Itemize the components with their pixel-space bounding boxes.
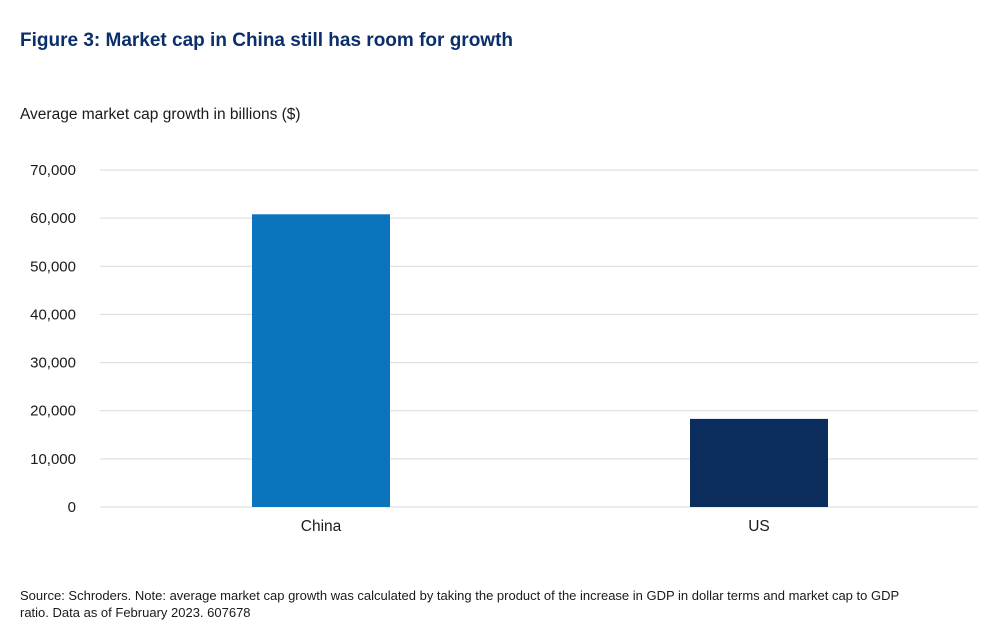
source-note: Source: Schroders. Note: average market …: [20, 588, 899, 620]
y-tick-label: 10,000: [30, 451, 76, 468]
bar-chart: 0 10,000 20,000 30,000 40,000 50,000 60,000 70,…: [30, 162, 978, 535]
gridlines: [100, 169, 978, 508]
y-tick-label: 40,000: [30, 306, 76, 323]
bars: [252, 214, 828, 507]
y-tick-labels: 0 10,000 20,000 30,000 40,000 50,000 60,000 70,…: [30, 162, 76, 516]
x-tick-label: US: [748, 518, 770, 535]
chart-title: Figure 3: Market cap in China still has …: [20, 30, 514, 51]
y-tick-label: 30,000: [30, 355, 76, 372]
y-tick-label: 0: [68, 499, 76, 516]
y-tick-label: 70,000: [30, 162, 76, 179]
y-tick-label: 50,000: [30, 258, 76, 275]
x-tick-labels: China US: [301, 518, 770, 535]
y-axis-label: Average market cap growth in billions ($…: [20, 106, 301, 123]
bar-china: [252, 214, 390, 507]
y-tick-label: 60,000: [30, 210, 76, 227]
bar-us: [690, 418, 828, 507]
x-tick-label: China: [301, 518, 342, 535]
y-tick-label: 20,000: [30, 403, 76, 420]
